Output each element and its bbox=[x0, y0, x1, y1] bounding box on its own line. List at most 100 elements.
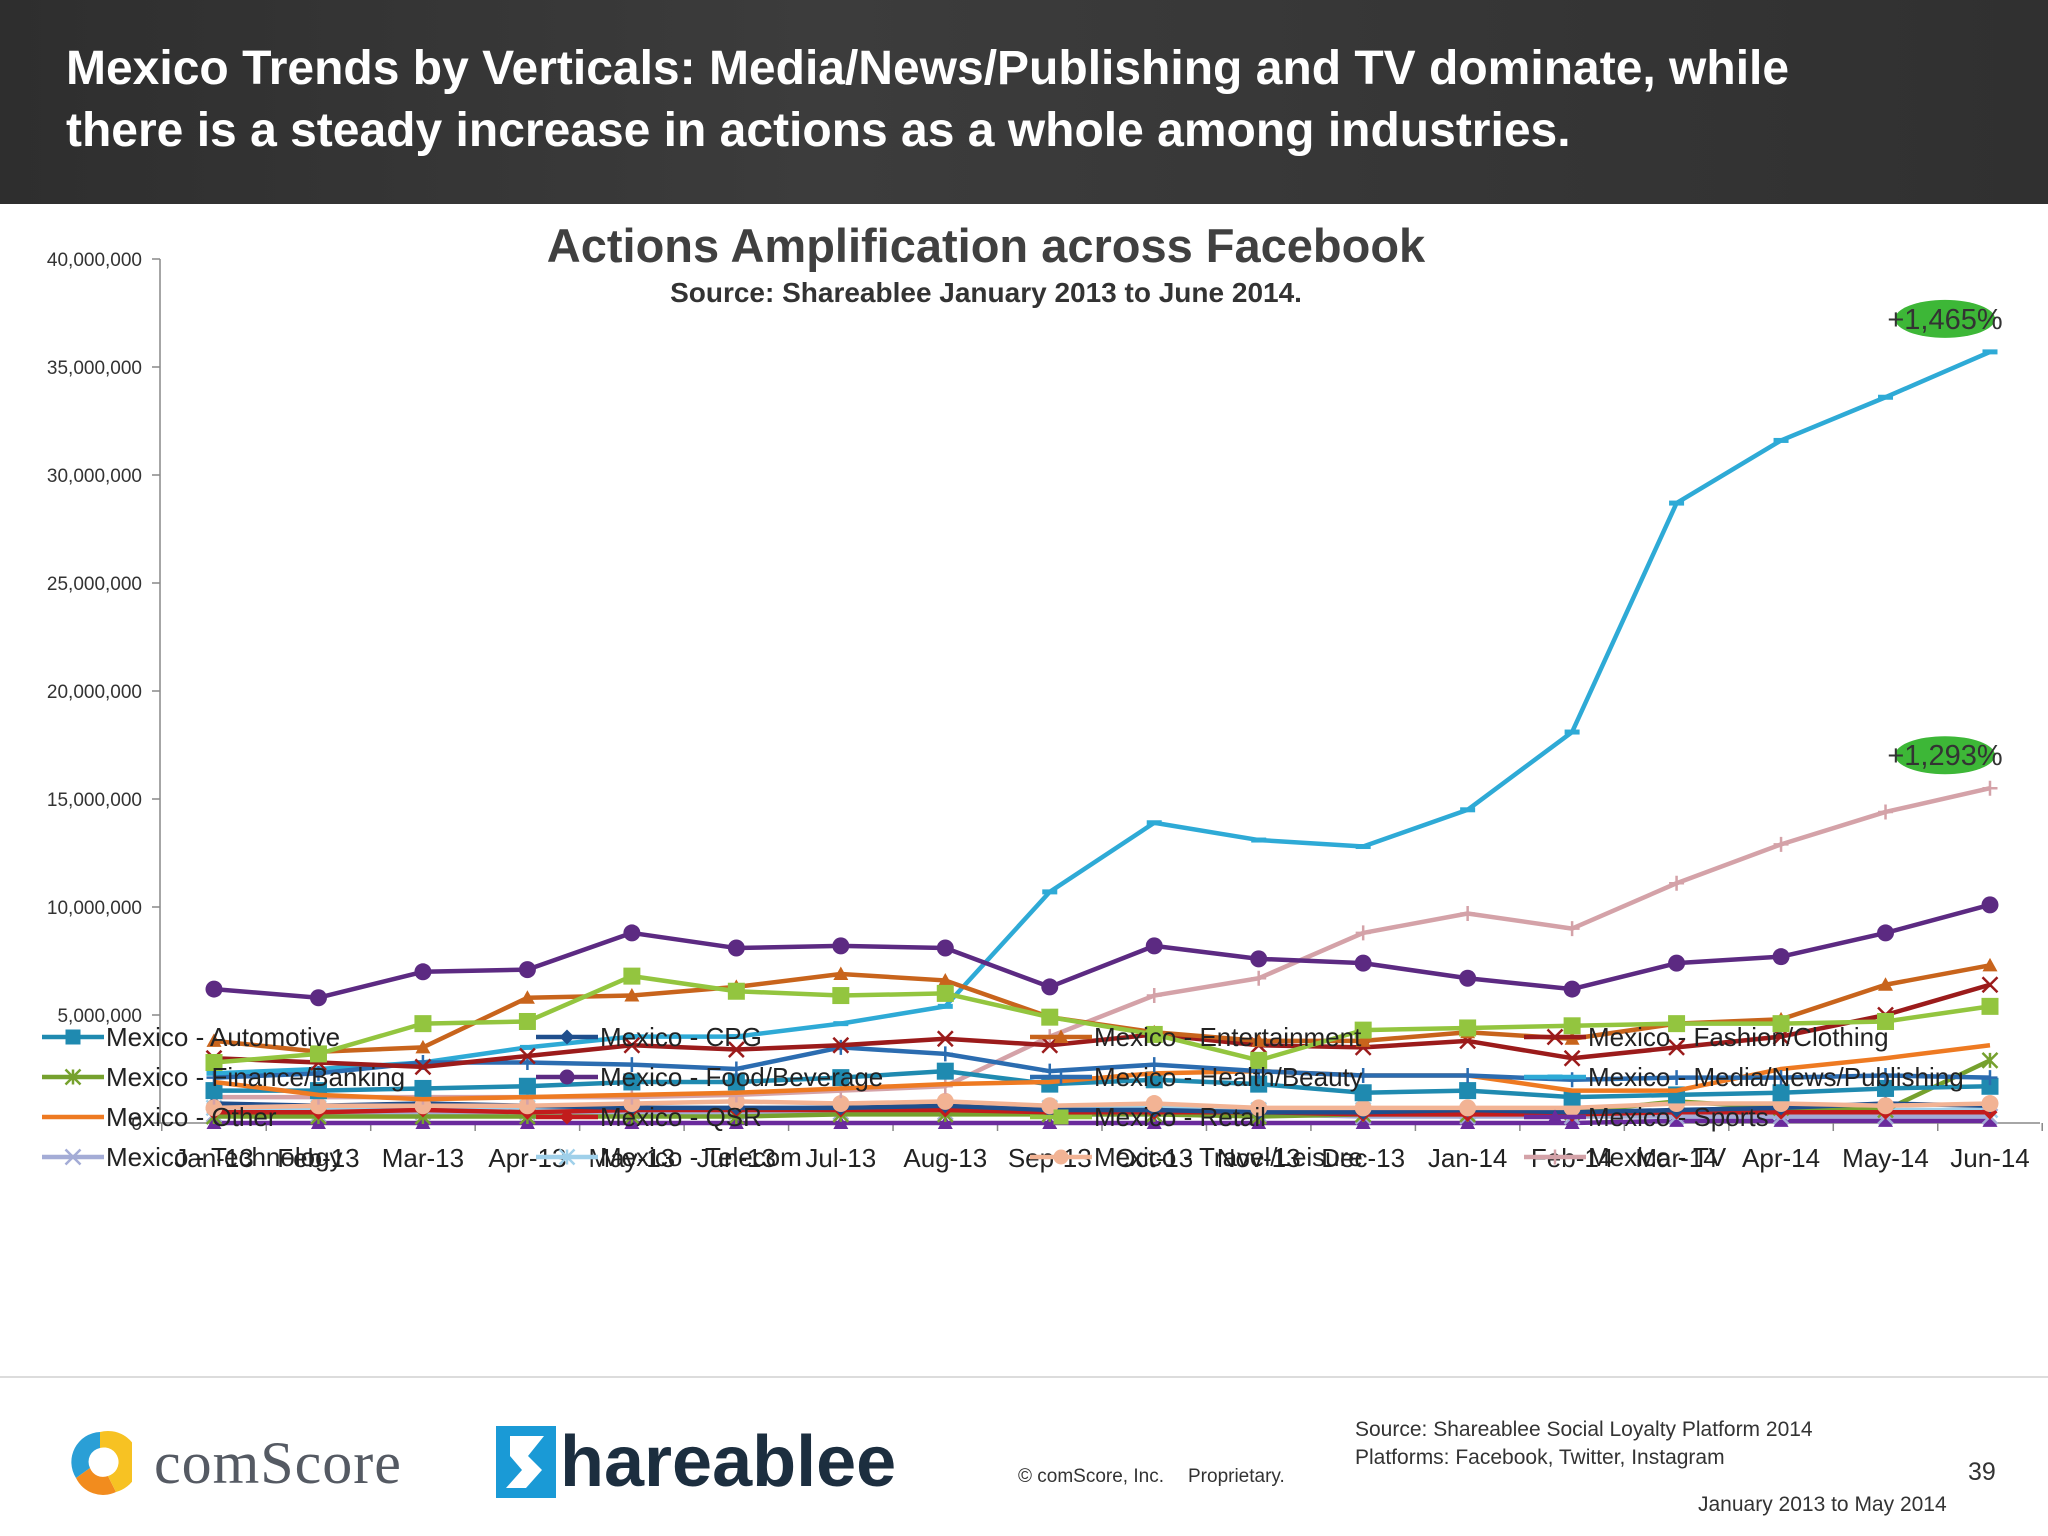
copyright-notice: © comScore, Inc. Proprietary. bbox=[1018, 1466, 1309, 1488]
legend-swatch-marker bbox=[1053, 1069, 1069, 1085]
legend-label: Mexico - Telecom bbox=[600, 1142, 802, 1172]
data-point bbox=[1772, 1015, 1790, 1033]
legend-swatch-marker bbox=[1546, 1028, 1564, 1046]
series-line bbox=[213, 1099, 1991, 1111]
data-point bbox=[937, 1046, 953, 1062]
shareablee-logo: hareablee bbox=[496, 1420, 896, 1504]
legend-label: Mexico - Sports bbox=[1588, 1102, 1769, 1132]
data-point bbox=[1773, 836, 1789, 852]
series-retail bbox=[205, 967, 1999, 1072]
shareablee-s-icon bbox=[496, 1426, 556, 1498]
data-point bbox=[310, 1065, 326, 1081]
data-point bbox=[1669, 875, 1685, 891]
data-point bbox=[1251, 970, 1267, 986]
legend-label: Mexico - QSR bbox=[600, 1102, 762, 1132]
legend-entry: Mexico - Automotive bbox=[42, 1022, 340, 1052]
data-point bbox=[1877, 924, 1895, 942]
legend-entry: Mexico - QSR bbox=[536, 1102, 762, 1132]
footer bbox=[0, 1378, 2048, 1536]
y-tick-label: 30,000,000 bbox=[47, 466, 142, 487]
legend-entry: Mexico - Telecom bbox=[536, 1142, 802, 1172]
data-point bbox=[832, 1036, 850, 1054]
legend-entry: Mexico - Health/Beauty bbox=[1030, 1062, 1363, 1092]
data-point bbox=[728, 1034, 744, 1040]
data-point bbox=[1354, 1084, 1372, 1102]
x-tick-label: Apr-14 bbox=[1742, 1143, 1820, 1173]
x-tick-label: Nov-13 bbox=[1217, 1143, 1301, 1173]
data-point bbox=[1145, 1095, 1163, 1113]
data-point bbox=[1251, 1033, 1267, 1047]
data-point bbox=[833, 1021, 849, 1027]
data-point bbox=[1669, 500, 1685, 506]
y-tick-label: 40,000,000 bbox=[47, 250, 142, 271]
data-point bbox=[205, 1054, 223, 1072]
chart-subtitle: Source: Shareablee January 2013 to June … bbox=[670, 277, 1302, 308]
footer-divider bbox=[0, 1376, 2048, 1378]
data-point bbox=[309, 1045, 327, 1063]
data-point bbox=[937, 972, 953, 987]
legend-label: Mexico - Finance/Banking bbox=[106, 1062, 405, 1092]
source-line-1: Source: Shareablee Social Loyalty Platfo… bbox=[1355, 1418, 1813, 1441]
data-point bbox=[832, 1069, 850, 1087]
legend-label: Mexico - TV bbox=[1588, 1142, 1727, 1172]
data-point bbox=[1354, 954, 1372, 972]
legend-swatch-marker bbox=[559, 1109, 575, 1125]
series-line bbox=[213, 349, 1991, 1076]
data-point bbox=[936, 1062, 954, 1080]
data-point bbox=[1042, 889, 1058, 895]
x-tick-label: Mar-13 bbox=[382, 1143, 464, 1173]
x-tick-label: Jul-13 bbox=[805, 1143, 876, 1173]
legend-label: Mexico - Food/Beverage bbox=[600, 1062, 883, 1092]
legend-swatch-marker bbox=[1053, 1149, 1069, 1165]
y-tick-label: 25,000,000 bbox=[47, 574, 142, 595]
data-point bbox=[1355, 1033, 1371, 1047]
x-tick-label: Oct-13 bbox=[1115, 1143, 1193, 1173]
legend-entry: Mexico - Entertainment bbox=[1030, 1022, 1362, 1052]
data-point bbox=[1564, 921, 1580, 937]
legend-entry: Mexico - Sports bbox=[1524, 1102, 1769, 1132]
data-point bbox=[205, 1082, 223, 1100]
legend-entry: Mexico - Retail bbox=[1030, 1102, 1266, 1132]
data-point bbox=[936, 1030, 954, 1048]
data-point bbox=[1982, 1070, 1998, 1086]
data-point bbox=[727, 982, 745, 1000]
y-tick-label: 15,000,000 bbox=[47, 790, 142, 811]
data-point bbox=[1982, 1113, 1998, 1127]
y-tick-label: 10,000,000 bbox=[47, 898, 142, 919]
data-point bbox=[1354, 1099, 1372, 1117]
legend-label: Mexico - Travel/Leisure bbox=[1094, 1142, 1363, 1172]
y-tick-label: 5,000,000 bbox=[57, 1006, 142, 1027]
y-tick-label: 35,000,000 bbox=[47, 358, 142, 379]
data-point bbox=[728, 1061, 744, 1077]
legend-label: Mexico - Media/News/Publishing bbox=[1588, 1062, 1964, 1092]
data-point bbox=[414, 1015, 432, 1033]
legend-entry: Mexico - TV bbox=[1524, 1142, 1727, 1172]
series-line bbox=[214, 1118, 1990, 1126]
data-point bbox=[1563, 980, 1581, 998]
series-line bbox=[213, 902, 1991, 1000]
legend-label: Mexico - Fashion/Clothing bbox=[1588, 1022, 1889, 1052]
chart-axes: 0 5,000,000 10,000,000 15,000,000 20,000,000… bbox=[47, 250, 2043, 1173]
data-point bbox=[1982, 780, 1998, 796]
data-point bbox=[1773, 1113, 1789, 1127]
data-point bbox=[1564, 1072, 1580, 1088]
data-point bbox=[1355, 1115, 1371, 1129]
data-point bbox=[623, 1073, 641, 1091]
data-point bbox=[1773, 1070, 1789, 1086]
data-point bbox=[1878, 1113, 1894, 1127]
data-point bbox=[1878, 1067, 1894, 1083]
data-point bbox=[1251, 837, 1267, 843]
series-layer bbox=[205, 349, 1999, 1129]
data-point bbox=[1459, 1082, 1477, 1100]
data-point bbox=[1981, 1077, 1999, 1095]
data-point bbox=[1877, 1097, 1895, 1115]
legend-swatch-marker bbox=[1053, 1029, 1069, 1043]
annotation-bubble bbox=[1894, 736, 1995, 775]
data-point bbox=[1878, 977, 1894, 991]
data-point bbox=[1773, 437, 1789, 443]
data-point bbox=[623, 1036, 641, 1054]
line-chart: Actions Amplification across Facebook So… bbox=[42, 219, 2043, 1173]
footer-source: Source: Shareablee Social Loyalty Platfo… bbox=[1355, 1416, 1813, 1472]
data-point bbox=[1146, 988, 1162, 1004]
comscore-mark-icon bbox=[71, 1430, 132, 1495]
